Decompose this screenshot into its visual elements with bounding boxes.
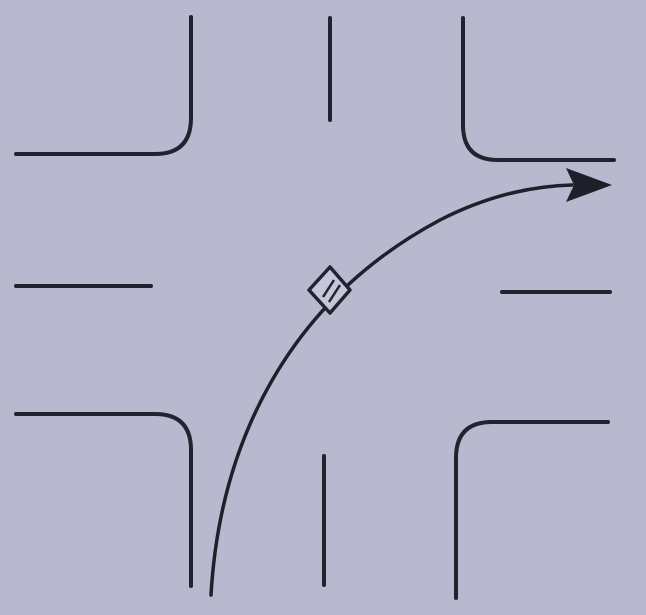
curb-bottom-right — [454, 420, 610, 600]
turning-path — [209, 183, 574, 597]
curb-top-left — [14, 15, 193, 156]
diamond-marker-icon — [307, 265, 352, 315]
curb-bottom-left — [14, 412, 193, 588]
arrow-head-icon — [566, 168, 612, 202]
curb-top-right — [461, 16, 616, 162]
